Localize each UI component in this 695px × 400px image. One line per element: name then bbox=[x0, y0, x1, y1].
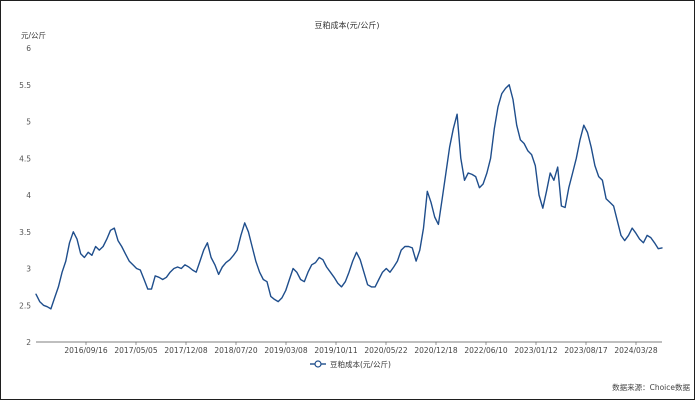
y-tick-label: 4.5 bbox=[19, 154, 31, 163]
y-tick-label: 2.5 bbox=[19, 301, 31, 310]
y-axis: 6 5.5 5 4.5 4 3.5 3 2.5 2 bbox=[19, 44, 31, 347]
x-tick-label: 2019/03/08 bbox=[264, 346, 307, 355]
y-tick-label: 3 bbox=[26, 265, 31, 274]
y-axis-unit-label: 元/公斤 bbox=[21, 30, 46, 40]
source-note: 数据来源：Choice数据 bbox=[612, 382, 690, 392]
y-tick-label: 6 bbox=[26, 44, 31, 53]
x-tick-label: 2020/05/22 bbox=[364, 346, 407, 355]
x-tick-label: 2023/08/17 bbox=[564, 346, 607, 355]
chart-title: 豆粕成本(元/公斤) bbox=[315, 20, 380, 30]
y-tick-label: 2 bbox=[26, 338, 31, 347]
y-tick-label: 3.5 bbox=[19, 228, 31, 237]
legend-marker-icon bbox=[314, 360, 322, 368]
x-tick-label: 2024/03/28 bbox=[614, 346, 657, 355]
x-tick-label: 2022/06/10 bbox=[464, 346, 507, 355]
x-tick-label: 2020/12/18 bbox=[414, 346, 457, 355]
x-tick-label: 2018/07/20 bbox=[214, 346, 257, 355]
x-tick-label: 2016/09/16 bbox=[64, 346, 107, 355]
x-axis: 2016/09/16 2017/05/05 2017/12/08 2018/07/20… bbox=[64, 342, 658, 355]
y-tick-label: 4 bbox=[26, 191, 31, 200]
x-tick-label: 2019/10/11 bbox=[314, 346, 357, 355]
y-tick-label: 5 bbox=[26, 118, 31, 127]
x-tick-label: 2017/12/08 bbox=[164, 346, 207, 355]
legend-label: 豆粕成本(元/公斤) bbox=[330, 359, 391, 369]
x-tick-label: 2017/05/05 bbox=[114, 346, 157, 355]
series-line bbox=[35, 84, 663, 310]
x-tick-label: 2023/01/12 bbox=[514, 346, 557, 355]
y-tick-label: 5.5 bbox=[19, 81, 31, 90]
legend[interactable]: 豆粕成本(元/公斤) bbox=[310, 359, 391, 369]
